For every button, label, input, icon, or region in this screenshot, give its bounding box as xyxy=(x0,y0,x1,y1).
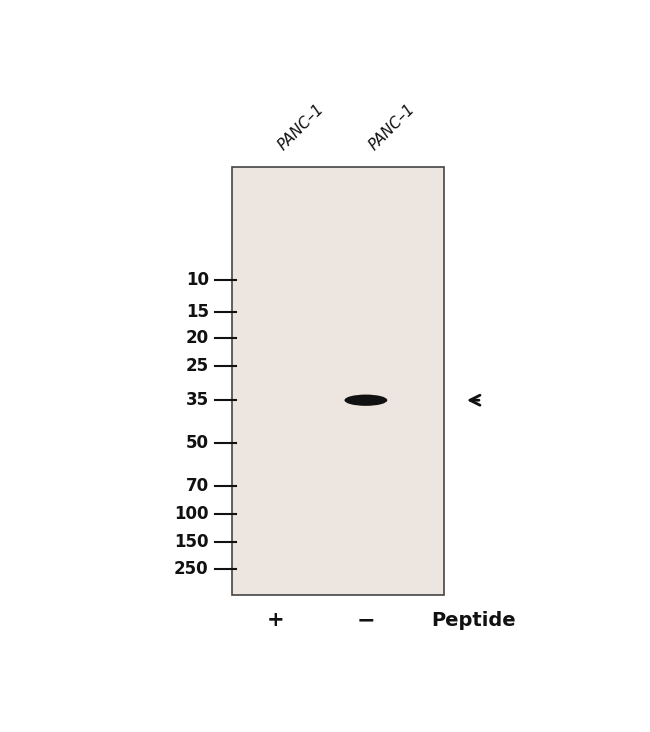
Ellipse shape xyxy=(344,395,387,406)
Text: 20: 20 xyxy=(185,329,209,347)
Text: PANC–1: PANC–1 xyxy=(275,101,327,153)
Text: 25: 25 xyxy=(185,357,209,375)
Text: +: + xyxy=(266,610,284,630)
Text: 100: 100 xyxy=(174,505,209,523)
Text: 70: 70 xyxy=(185,477,209,495)
Text: 35: 35 xyxy=(185,391,209,409)
Bar xyxy=(233,167,444,595)
Text: −: − xyxy=(357,610,375,630)
Text: 50: 50 xyxy=(186,434,209,452)
Text: 10: 10 xyxy=(186,272,209,289)
Text: 150: 150 xyxy=(174,533,209,550)
Text: 250: 250 xyxy=(174,561,209,578)
Text: Peptide: Peptide xyxy=(432,611,516,630)
Text: 15: 15 xyxy=(186,303,209,321)
Text: PANC–1: PANC–1 xyxy=(366,101,418,153)
